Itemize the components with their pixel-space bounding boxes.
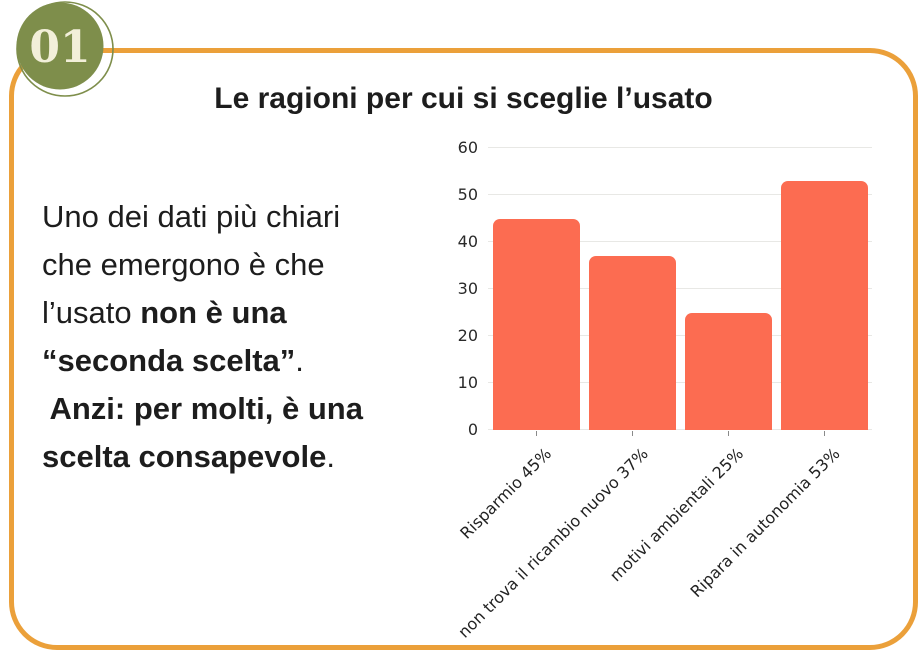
text-segment: l’usato [42,295,141,330]
y-axis-tick-label: 0 [467,420,478,439]
chart-bar [684,312,772,430]
x-axis-tick [536,431,537,436]
grid-line [488,241,872,242]
x-axis-tick [728,431,729,436]
y-axis-tick-label: 50 [457,185,478,204]
x-axis-tick [824,431,825,436]
page-title: Le ragioni per cui si sceglie l’usato [214,82,713,115]
grid-line [488,194,872,195]
text-segment-bold: “seconda scelta” [42,343,296,378]
grid-line [488,335,872,336]
text-segment: che emergono è che [42,247,325,282]
chart-bar [588,256,676,430]
y-axis-tick-label: 40 [457,232,478,251]
text-segment: . [295,343,304,378]
y-axis-tick-label: 20 [457,326,478,345]
body-text: Uno dei dati più chiari che emergono è c… [42,193,452,481]
grid-line [488,147,872,148]
chart-bar [492,218,580,430]
text-segment-bold: Anzi: per molti, è una [42,391,363,426]
plot-area: 0 10 20 30 40 50 60 Risparmio 45% non trova il r… [454,138,872,642]
bar-chart: 0 10 20 30 40 50 60 Risparmio 45% non trova il r… [440,138,920,650]
grid-line [488,382,872,383]
y-axis-tick-label: 10 [457,373,478,392]
grid-line [488,429,872,430]
text-line: che emergono è che [42,241,452,289]
grid-line [488,288,872,289]
text-line: “seconda scelta”. [42,337,452,385]
text-line: scelta consapevole. [42,433,452,481]
step-badge: 01 [16,1,114,97]
text-line: Uno dei dati più chiari [42,193,452,241]
x-axis-label: non trova il ricambio nuovo 37% [453,444,652,642]
x-axis-tick [632,431,633,436]
text-segment-bold: scelta consapevole [42,439,327,474]
x-axis-label: Risparmio 45% [456,444,556,543]
step-number: 01 [29,22,90,73]
y-axis-tick-label: 60 [457,138,478,157]
text-segment-bold: non è una [140,295,287,330]
text-line: l’usato non è una [42,289,452,337]
text-segment: . [326,439,335,474]
text-line: Anzi: per molti, è una [42,385,452,433]
y-axis-tick-label: 30 [457,279,478,298]
chart-bar [780,180,868,430]
text-segment: Uno dei dati più chiari [42,199,341,234]
badge-circle [16,2,104,90]
